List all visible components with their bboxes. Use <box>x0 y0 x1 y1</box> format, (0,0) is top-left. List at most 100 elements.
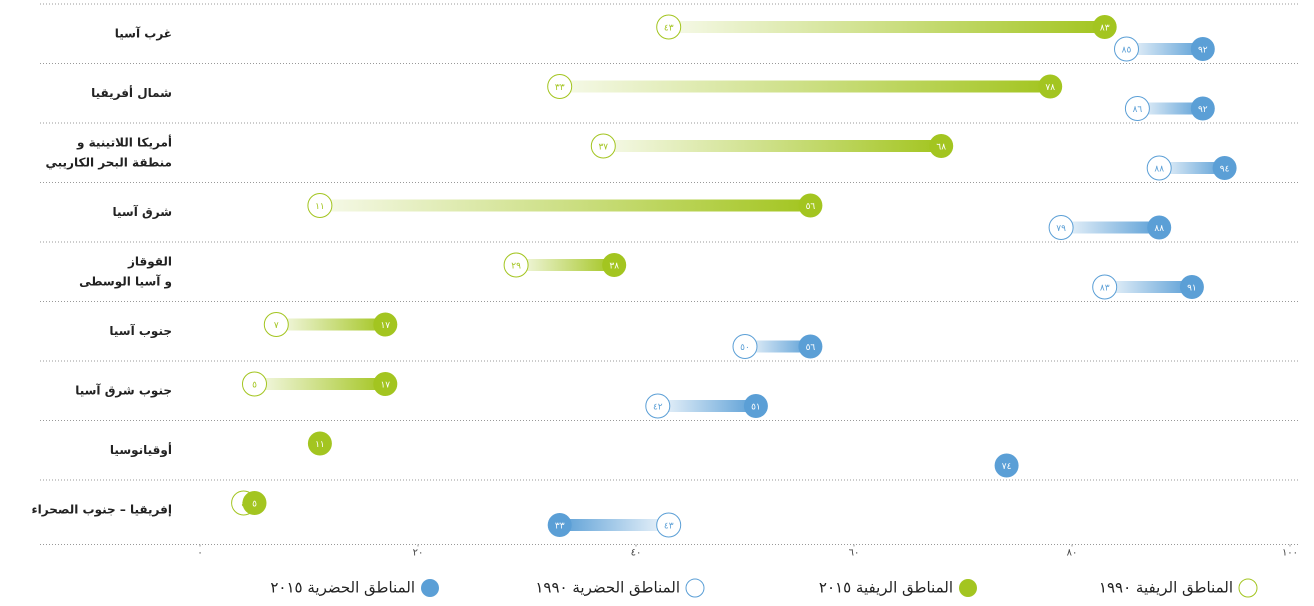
dot <box>503 252 529 278</box>
value-label: ٨٨ <box>1154 165 1164 175</box>
value-label: ٥٦ <box>806 343 816 353</box>
value-label: ٧٨ <box>1045 83 1055 93</box>
dot <box>263 312 289 337</box>
dot <box>798 334 823 359</box>
dot <box>590 133 616 159</box>
category-label: جنوب شرق آسيا <box>75 382 172 398</box>
legend-label: المناطق الريفية ١٩٩٠ <box>1099 579 1233 597</box>
dot <box>1212 156 1237 180</box>
value-label: ٩١ <box>1187 284 1197 294</box>
value-label: ٣٣ <box>555 522 565 532</box>
connector <box>745 340 811 353</box>
connector <box>276 318 386 331</box>
legend-marker <box>421 579 439 597</box>
category-label: أمريكا اللاتينية و <box>76 134 172 150</box>
value-label: ٨٦ <box>1133 105 1143 115</box>
dot <box>1147 215 1172 240</box>
value-label: ٨٣ <box>1100 24 1110 34</box>
x-tick-label: ٦٠ <box>849 548 860 559</box>
connector <box>254 378 386 390</box>
dot <box>798 193 823 218</box>
legend-marker <box>685 578 705 598</box>
value-label: ٢٩ <box>511 262 521 272</box>
x-tick-label: ٨٠ <box>1067 548 1078 559</box>
connector <box>1126 43 1203 55</box>
category-label: القوقاز <box>127 254 172 269</box>
dot <box>1092 15 1117 39</box>
connector <box>668 21 1105 33</box>
legend-label: المناطق الريفية ٢٠١٥ <box>819 579 953 597</box>
legend-marker <box>959 579 977 597</box>
dot <box>1190 37 1215 61</box>
value-label: ٤٣ <box>664 522 674 532</box>
dot <box>994 453 1019 478</box>
legend-label: المناطق الحضرية ١٩٩٠ <box>535 579 680 597</box>
category-label: غرب آسيا <box>115 25 172 40</box>
value-label: ٣٨ <box>609 262 619 272</box>
value-label: ٨٨ <box>1154 224 1164 234</box>
value-label: ٧٩ <box>1056 224 1066 234</box>
category-label: شمال أفريقيا <box>91 85 172 100</box>
dot <box>1190 96 1215 121</box>
dot <box>929 134 954 158</box>
category-label: شرق آسيا <box>113 204 173 219</box>
value-label: ١١ <box>315 440 325 450</box>
connector <box>1061 221 1160 234</box>
dot <box>1146 155 1172 181</box>
dot <box>743 394 768 418</box>
dot <box>307 431 332 456</box>
connector <box>1159 162 1225 174</box>
value-label: ٤٣ <box>664 24 674 34</box>
value-label: ٥٠ <box>740 343 750 353</box>
dot <box>547 74 573 99</box>
value-label: ٧ <box>274 321 279 331</box>
connector <box>559 80 1051 93</box>
connector <box>657 400 756 412</box>
connector <box>603 140 942 152</box>
connector <box>319 199 811 212</box>
value-label: ٣٣ <box>555 83 565 93</box>
value-label: ٥ <box>252 381 257 391</box>
dot <box>373 372 398 396</box>
value-label: ٥٦ <box>806 202 816 212</box>
connector <box>559 519 669 531</box>
category-label: منطقة البحر الكاريبي <box>46 155 172 169</box>
dot <box>1092 274 1118 300</box>
value-label: ٥١ <box>751 403 761 413</box>
connector <box>516 259 615 271</box>
dot <box>1114 36 1139 62</box>
category-label: و آسيا الوسطى <box>79 273 172 289</box>
dot <box>1038 74 1063 99</box>
value-label: ١٧ <box>380 381 390 391</box>
value-label: ٤٢ <box>653 403 663 413</box>
category-label: جنوب آسيا <box>109 323 172 339</box>
value-label: ٩٤ <box>1220 165 1230 175</box>
dot <box>373 312 398 337</box>
legend-marker <box>1238 578 1258 598</box>
x-tick-label: ٤٠ <box>631 548 642 559</box>
dot <box>602 253 627 277</box>
dot <box>656 14 682 40</box>
dot <box>732 334 758 359</box>
x-tick-label: ٠ <box>197 548 202 559</box>
value-label: ٩٢ <box>1198 46 1208 56</box>
value-label: ٥ <box>252 500 257 510</box>
value-label: ٩٢ <box>1198 105 1208 115</box>
value-label: ٣٧ <box>598 143 608 153</box>
value-label: ١٧ <box>380 321 390 331</box>
dot <box>656 512 682 538</box>
dot <box>1124 96 1150 121</box>
value-label: ١١ <box>315 202 325 212</box>
value-label: ٨٥ <box>1122 46 1132 56</box>
dot <box>1179 275 1204 299</box>
dot <box>242 491 267 515</box>
dot <box>307 193 333 218</box>
dot <box>242 371 267 397</box>
value-label: ٨٣ <box>1100 284 1110 294</box>
dot <box>645 393 671 419</box>
connector <box>1104 281 1192 293</box>
category-label: إفريقيا – جنوب الصحراء <box>32 502 172 517</box>
legend-label: المناطق الحضرية ٢٠١٥ <box>270 579 415 597</box>
value-label: ٧٤ <box>1002 462 1012 472</box>
